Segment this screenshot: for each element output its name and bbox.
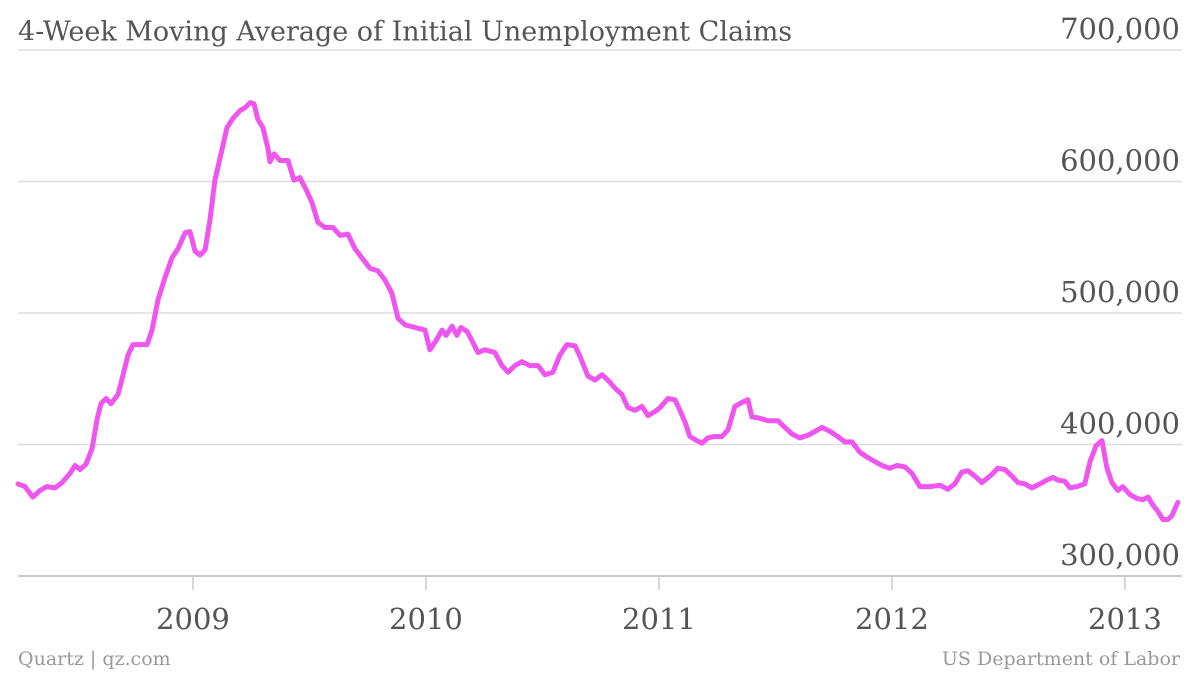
chart-title: 4-Week Moving Average of Initial Unemplo… [18, 17, 792, 48]
x-tick-label: 2013 [1088, 602, 1162, 636]
x-tick-label: 2010 [389, 602, 463, 636]
x-tick-label: 2009 [156, 602, 230, 636]
source-left: Quartz | qz.com [18, 648, 171, 670]
source-right: US Department of Labor [942, 648, 1181, 670]
y-tick-label: 500,000 [1060, 275, 1180, 309]
y-tick-label: 700,000 [1060, 12, 1180, 46]
y-tick-label: 300,000 [1060, 538, 1180, 572]
x-tick-label: 2012 [855, 602, 929, 636]
x-tick-label: 2011 [622, 602, 696, 636]
y-tick-label: 400,000 [1060, 407, 1180, 441]
data-line [15, 100, 1181, 522]
y-tick-label: 600,000 [1060, 144, 1180, 178]
